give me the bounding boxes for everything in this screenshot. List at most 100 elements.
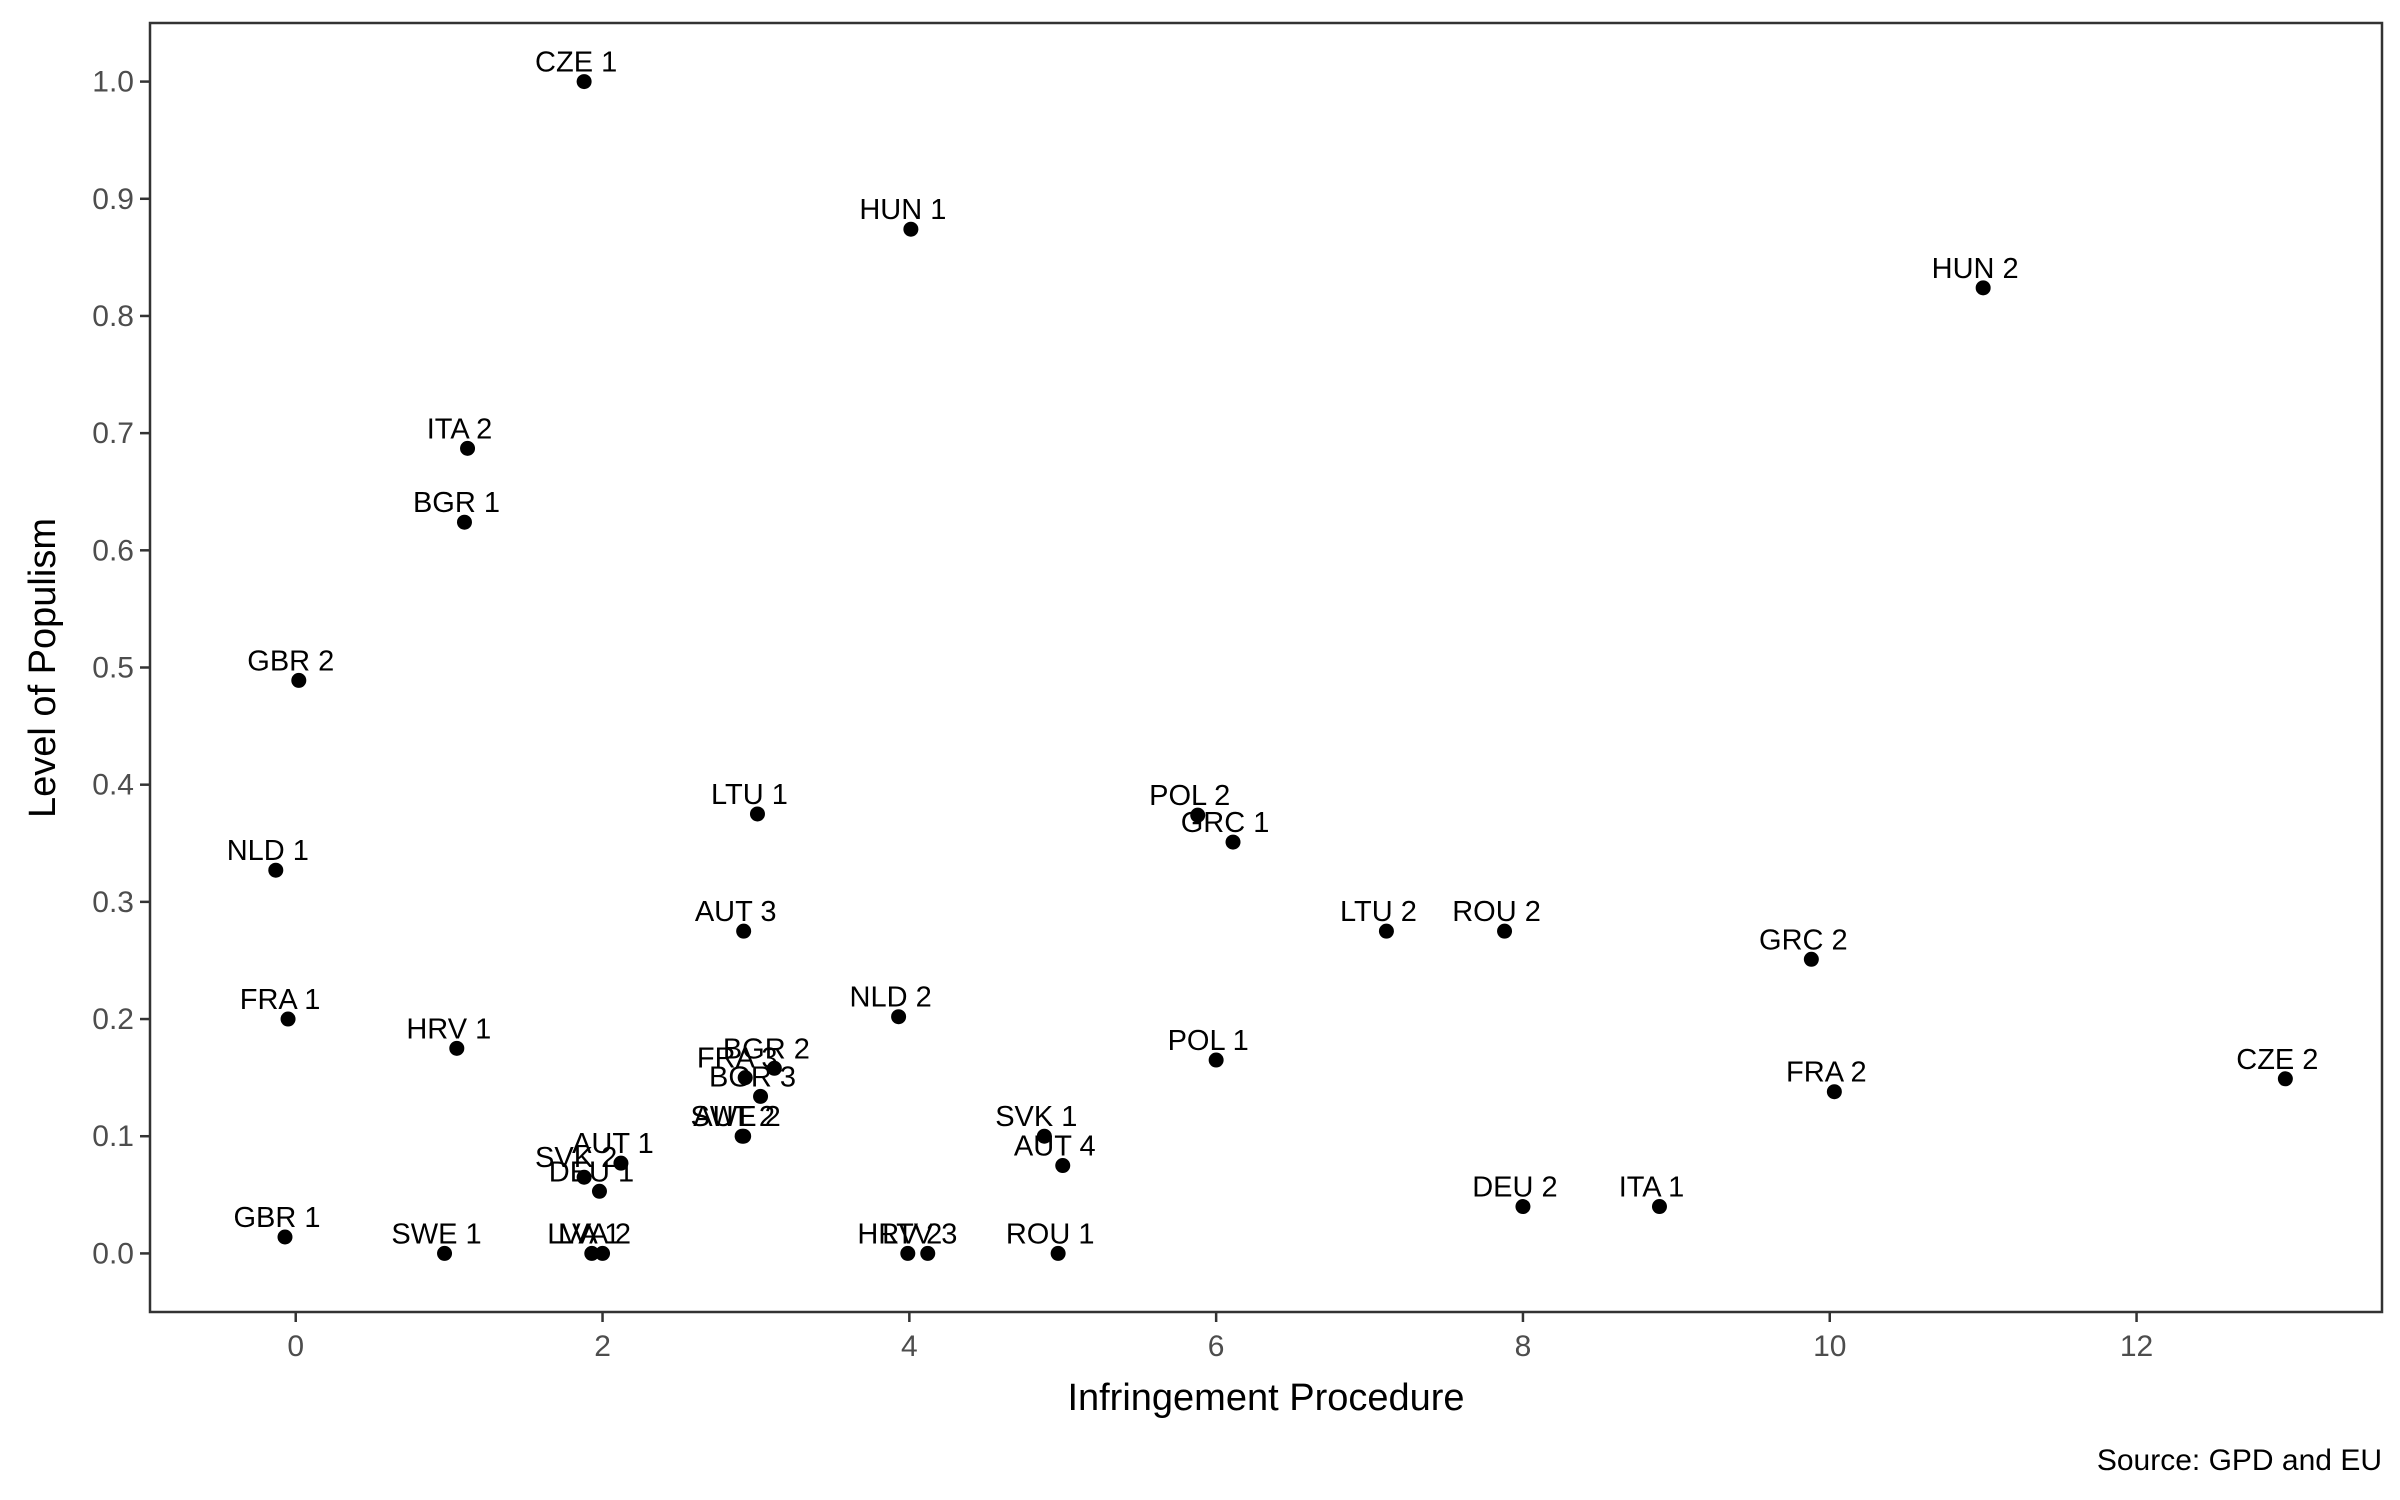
point-label: AUT 2 (693, 1101, 775, 1133)
data-point (280, 1011, 296, 1027)
point-label: SVK 2 (535, 1142, 617, 1174)
y-axis-title: Level of Populism (22, 518, 64, 818)
y-tick-label: 0.3 (92, 886, 134, 919)
point-label: LTU 1 (711, 779, 788, 811)
x-tick-label: 4 (901, 1330, 918, 1363)
point-label: LVA 2 (558, 1218, 631, 1250)
data-point (277, 1229, 293, 1245)
point-label: LTV 3 (882, 1218, 957, 1250)
point-label: GRC 2 (1759, 924, 1848, 956)
data-point (903, 221, 919, 237)
data-point (1826, 1084, 1842, 1100)
point-label: FRA 1 (240, 984, 321, 1016)
data-point (1497, 923, 1513, 939)
point-label: ROU 2 (1452, 896, 1541, 928)
data-point (1190, 807, 1206, 823)
data-point (1515, 1199, 1531, 1215)
y-tick-label: 0.5 (92, 652, 134, 685)
point-label: SVK 1 (995, 1101, 1077, 1133)
data-point (591, 1183, 607, 1199)
points-layer (268, 74, 2293, 1261)
point-label: ITA 1 (1619, 1172, 1685, 1204)
data-point (736, 923, 752, 939)
x-tick-label: 2 (594, 1330, 611, 1363)
data-point (291, 672, 307, 688)
point-labels-layer: CZE 1 HUN 1 HUN 2 ITA 2 BGR 1 GBR 2 LTU 1 POL 2… (227, 47, 2319, 1251)
y-tick-label: 0.2 (92, 1003, 134, 1036)
data-point (456, 514, 472, 530)
data-point (1378, 923, 1394, 939)
x-axis-title: Infringement Procedure (1067, 1377, 1464, 1419)
x-axis: 0 2 4 6 8 10 12 (287, 1312, 2153, 1363)
data-point (576, 1169, 592, 1185)
y-tick-label: 0.9 (92, 183, 134, 216)
y-tick-label: 0.0 (92, 1237, 134, 1270)
point-label: NLD 1 (227, 835, 309, 867)
y-tick-label: 0.8 (92, 300, 134, 333)
data-point (766, 1060, 782, 1076)
x-tick-label: 10 (1813, 1330, 1846, 1363)
point-label: GRC 1 (1181, 807, 1270, 839)
point-label: BGR 1 (413, 487, 500, 519)
y-tick-label: 0.1 (92, 1120, 134, 1153)
point-label: GBR 1 (233, 1202, 320, 1234)
data-point (736, 1128, 752, 1144)
point-label: HUN 1 (859, 194, 946, 226)
y-axis: 0.0 0.1 0.2 0.3 0.4 0.5 0.6 0.7 0.8 0.9 1.0 (92, 66, 150, 1270)
point-label: SWE 1 (391, 1218, 481, 1250)
y-tick-label: 0.7 (92, 417, 134, 450)
data-point (737, 1070, 753, 1086)
y-tick-label: 1.0 (92, 66, 134, 99)
data-point (1036, 1128, 1052, 1144)
point-label: DEU 2 (1472, 1172, 1557, 1204)
data-point (1208, 1052, 1224, 1068)
data-point (1803, 951, 1819, 967)
point-label: CZE 1 (535, 47, 617, 79)
point-label: ROU 1 (1006, 1218, 1095, 1250)
data-point (1055, 1158, 1071, 1174)
data-point (753, 1088, 769, 1104)
data-point (460, 440, 476, 456)
data-point (2277, 1071, 2293, 1087)
point-label: GBR 2 (247, 645, 334, 677)
y-tick-label: 0.6 (92, 534, 134, 567)
point-label: AUT 3 (695, 896, 777, 928)
point-label: NLD 2 (850, 982, 932, 1014)
data-point (920, 1245, 936, 1261)
data-point (749, 806, 765, 822)
point-label: SWE 2 (691, 1101, 781, 1133)
point-label: LVA 1 (547, 1218, 620, 1250)
point-label: HUN 2 (1932, 253, 2019, 285)
data-point (595, 1245, 611, 1261)
point-label: HRV 1 (406, 1013, 491, 1045)
point-label: POL 2 (1149, 780, 1230, 812)
data-point (268, 862, 284, 878)
y-tick-label: 0.4 (92, 769, 134, 802)
point-label: AUT 1 (572, 1128, 654, 1160)
data-point (1050, 1245, 1066, 1261)
x-tick-label: 0 (287, 1330, 304, 1363)
point-label: DEU 1 (549, 1156, 634, 1188)
x-tick-label: 12 (2120, 1330, 2153, 1363)
data-point (1651, 1199, 1667, 1215)
data-point (584, 1245, 600, 1261)
point-label: CZE 2 (2236, 1044, 2318, 1076)
x-tick-label: 8 (1515, 1330, 1532, 1363)
data-point (1225, 834, 1241, 850)
data-point (891, 1009, 907, 1025)
data-point (1975, 280, 1991, 296)
point-label: HRV 2 (857, 1218, 942, 1250)
data-point (576, 74, 592, 90)
data-point (449, 1040, 465, 1056)
data-point (613, 1155, 629, 1171)
data-point (900, 1245, 916, 1261)
source-caption: Source: GPD and EU (2097, 1444, 2382, 1477)
point-label: ITA 2 (427, 413, 493, 445)
point-label: FRA 3 (697, 1043, 778, 1075)
x-tick-label: 6 (1208, 1330, 1225, 1363)
point-label: POL 1 (1168, 1025, 1249, 1057)
point-label: BGR 3 (709, 1061, 796, 1093)
point-label: BGR 2 (723, 1033, 810, 1065)
